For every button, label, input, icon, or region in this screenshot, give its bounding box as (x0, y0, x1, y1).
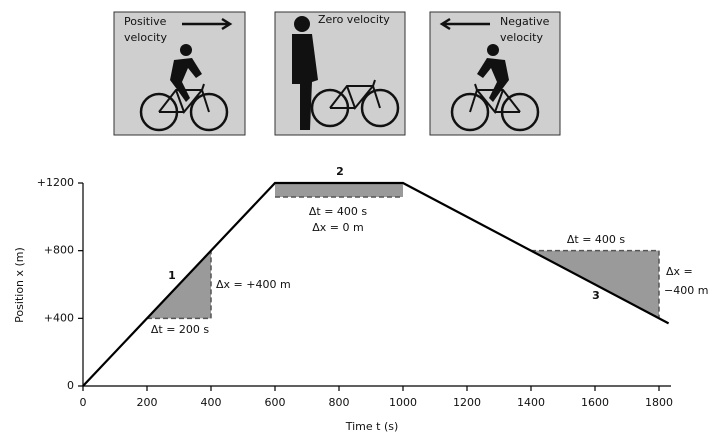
panel-zero: Zero velocity (275, 12, 405, 135)
x-tick-label: 1000 (389, 396, 417, 409)
delta-t-label: Δt = 400 s (309, 205, 368, 218)
x-tick-label: 400 (201, 396, 222, 409)
x-axis-label: Time t (s) (345, 420, 399, 433)
panel-label: Negative (500, 15, 550, 28)
position-line (83, 183, 669, 386)
delta-t-label: Δt = 200 s (151, 323, 210, 336)
x-tick-label: 1600 (581, 396, 609, 409)
delta-x-label: Δx = +400 m (216, 278, 291, 291)
delta-x-label: Δx = 0 m (312, 221, 363, 234)
panel-label: velocity (124, 31, 167, 44)
x-tick-label: 800 (329, 396, 350, 409)
panel-label: velocity (500, 31, 543, 44)
delta-x-label: −400 m (664, 284, 708, 297)
panel-negative: Negative velocity (430, 12, 560, 135)
y-tick-label: 0 (67, 379, 74, 392)
x-tick-label: 1800 (645, 396, 673, 409)
delta-t-label: Δt = 400 s (567, 233, 626, 246)
interval-number: 1 (168, 269, 176, 282)
panel-label: Zero velocity (318, 13, 390, 26)
y-tick-label: +800 (44, 244, 74, 257)
x-tick-label: 0 (80, 396, 87, 409)
interval-shade (275, 183, 403, 197)
delta-x-label: Δx = (666, 265, 693, 278)
y-axis-label: Position x (m) (13, 247, 26, 323)
figure: Positive velocity Zero velocity Negative… (0, 0, 724, 436)
x-tick-label: 600 (265, 396, 286, 409)
interval-number: 3 (592, 289, 600, 302)
panel-label: Positive (124, 15, 167, 28)
y-tick-label: +400 (44, 311, 74, 324)
x-tick-label: 1200 (453, 396, 481, 409)
panel-positive: Positive velocity (114, 12, 245, 135)
x-tick-label: 200 (137, 396, 158, 409)
y-tick-label: +1200 (37, 176, 74, 189)
interval-number: 2 (336, 165, 344, 178)
x-tick-label: 1400 (517, 396, 545, 409)
